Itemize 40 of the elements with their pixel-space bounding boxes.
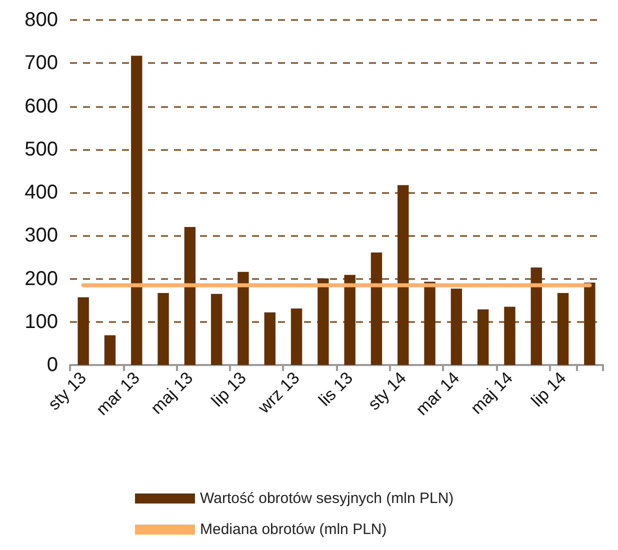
x-tick-label: maj 14 bbox=[466, 368, 516, 418]
bar bbox=[584, 282, 596, 365]
legend-label: Mediana obrotów (mln PLN) bbox=[200, 521, 387, 538]
bar bbox=[477, 309, 489, 365]
y-tick-label: 500 bbox=[24, 138, 58, 160]
bar bbox=[530, 268, 542, 365]
legend-label: Wartość obrotów sesyjnych (mln PLN) bbox=[200, 490, 454, 507]
x-tick-label: maj 13 bbox=[147, 368, 197, 418]
bar bbox=[104, 335, 116, 365]
bar bbox=[557, 292, 569, 365]
bar bbox=[78, 297, 89, 365]
y-tick-label: 100 bbox=[24, 310, 58, 333]
bar bbox=[238, 272, 249, 365]
x-tick-label: lis 13 bbox=[315, 368, 357, 410]
x-tick-label: wrz 13 bbox=[254, 368, 304, 418]
bar bbox=[344, 274, 356, 365]
y-tick-label: 800 bbox=[24, 9, 58, 31]
x-tick-label: mar 14 bbox=[412, 368, 464, 420]
bar bbox=[131, 56, 142, 365]
bar bbox=[264, 312, 276, 365]
bar bbox=[210, 294, 222, 365]
x-tick-label: lip 14 bbox=[528, 368, 570, 410]
bar bbox=[370, 252, 382, 365]
y-tick-label: 200 bbox=[24, 268, 58, 290]
y-tick-label: 600 bbox=[24, 95, 58, 118]
bar bbox=[398, 185, 409, 365]
bar bbox=[290, 308, 302, 365]
bar bbox=[504, 306, 516, 365]
y-tick-label: 0 bbox=[46, 354, 58, 376]
bar bbox=[424, 282, 436, 365]
bar bbox=[318, 278, 329, 365]
x-tick-label: mar 13 bbox=[92, 368, 144, 420]
bar bbox=[158, 292, 169, 365]
x-tick-label: lip 13 bbox=[208, 368, 250, 410]
bar bbox=[184, 227, 196, 365]
x-tick-label: sty 14 bbox=[364, 368, 410, 414]
y-tick-label: 400 bbox=[24, 182, 58, 204]
y-tick-label: 700 bbox=[24, 52, 58, 74]
y-tick-label: 300 bbox=[24, 224, 58, 247]
bar bbox=[450, 288, 462, 365]
